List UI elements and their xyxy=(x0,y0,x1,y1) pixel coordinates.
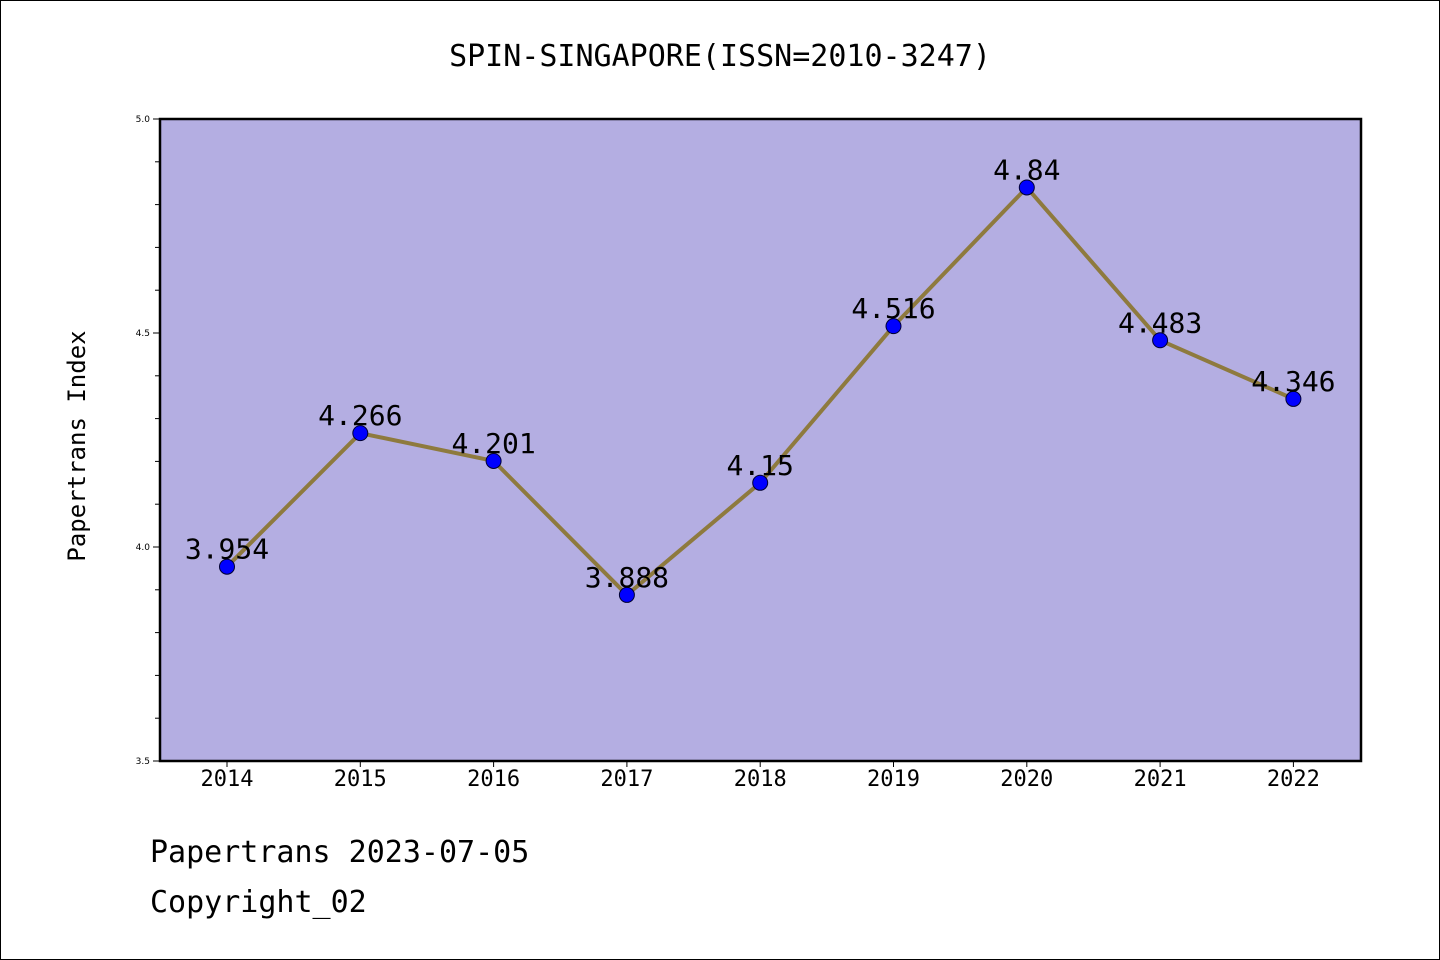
y-axis-label: Papertrans Index xyxy=(63,330,91,561)
y-tick-label: 3.5 xyxy=(136,757,150,767)
x-tick-label: 2022 xyxy=(1267,767,1320,792)
footer-copyright: Copyright_02 xyxy=(150,885,367,920)
x-tick-label: 2019 xyxy=(867,767,920,792)
data-label: 3.954 xyxy=(185,533,269,566)
x-tick-label: 2014 xyxy=(201,767,254,792)
data-label: 4.266 xyxy=(318,399,402,432)
x-tick-label: 2017 xyxy=(600,767,653,792)
data-point xyxy=(352,425,369,442)
x-tick-label: 2016 xyxy=(467,767,520,792)
data-points xyxy=(219,179,1302,603)
data-point xyxy=(885,318,902,335)
y-tick-label: 5.0 xyxy=(136,115,151,125)
data-label: 4.483 xyxy=(1118,306,1202,339)
data-label: 4.516 xyxy=(851,292,935,325)
data-point xyxy=(618,586,635,603)
data-label: 3.888 xyxy=(585,561,669,594)
y-tick-label: 4.5 xyxy=(136,329,150,339)
data-point xyxy=(1018,179,1035,196)
chart-title: SPIN-SINGAPORE(ISSN=2010-3247) xyxy=(449,39,991,74)
x-axis-ticks: 2014 2015 2016 2017 2018 2019 2020 2021 2022 xyxy=(201,761,1320,792)
plot-area xyxy=(158,117,1363,763)
data-point xyxy=(1152,332,1169,349)
x-tick-label: 2018 xyxy=(734,767,787,792)
x-tick-label: 2020 xyxy=(1000,767,1053,792)
data-point xyxy=(1285,390,1302,407)
data-point xyxy=(752,474,769,491)
data-point xyxy=(485,452,502,469)
data-label: 4.346 xyxy=(1251,365,1335,398)
data-labels: 3.954 4.266 4.201 3.888 4.15 4.516 4.84 4.483 4.… xyxy=(185,153,1336,593)
y-tick-label: 4.0 xyxy=(136,543,151,553)
data-label: 4.15 xyxy=(726,449,793,482)
data-point xyxy=(219,558,235,575)
footer-date: Papertrans 2023-07-05 xyxy=(150,835,530,870)
y-axis-ticks: 3.5 4.0 4.5 5.0 xyxy=(136,115,160,767)
x-tick-label: 2015 xyxy=(334,767,387,792)
data-label: 4.201 xyxy=(451,427,535,460)
data-label: 4.84 xyxy=(993,153,1060,186)
x-tick-label: 2021 xyxy=(1134,767,1187,792)
